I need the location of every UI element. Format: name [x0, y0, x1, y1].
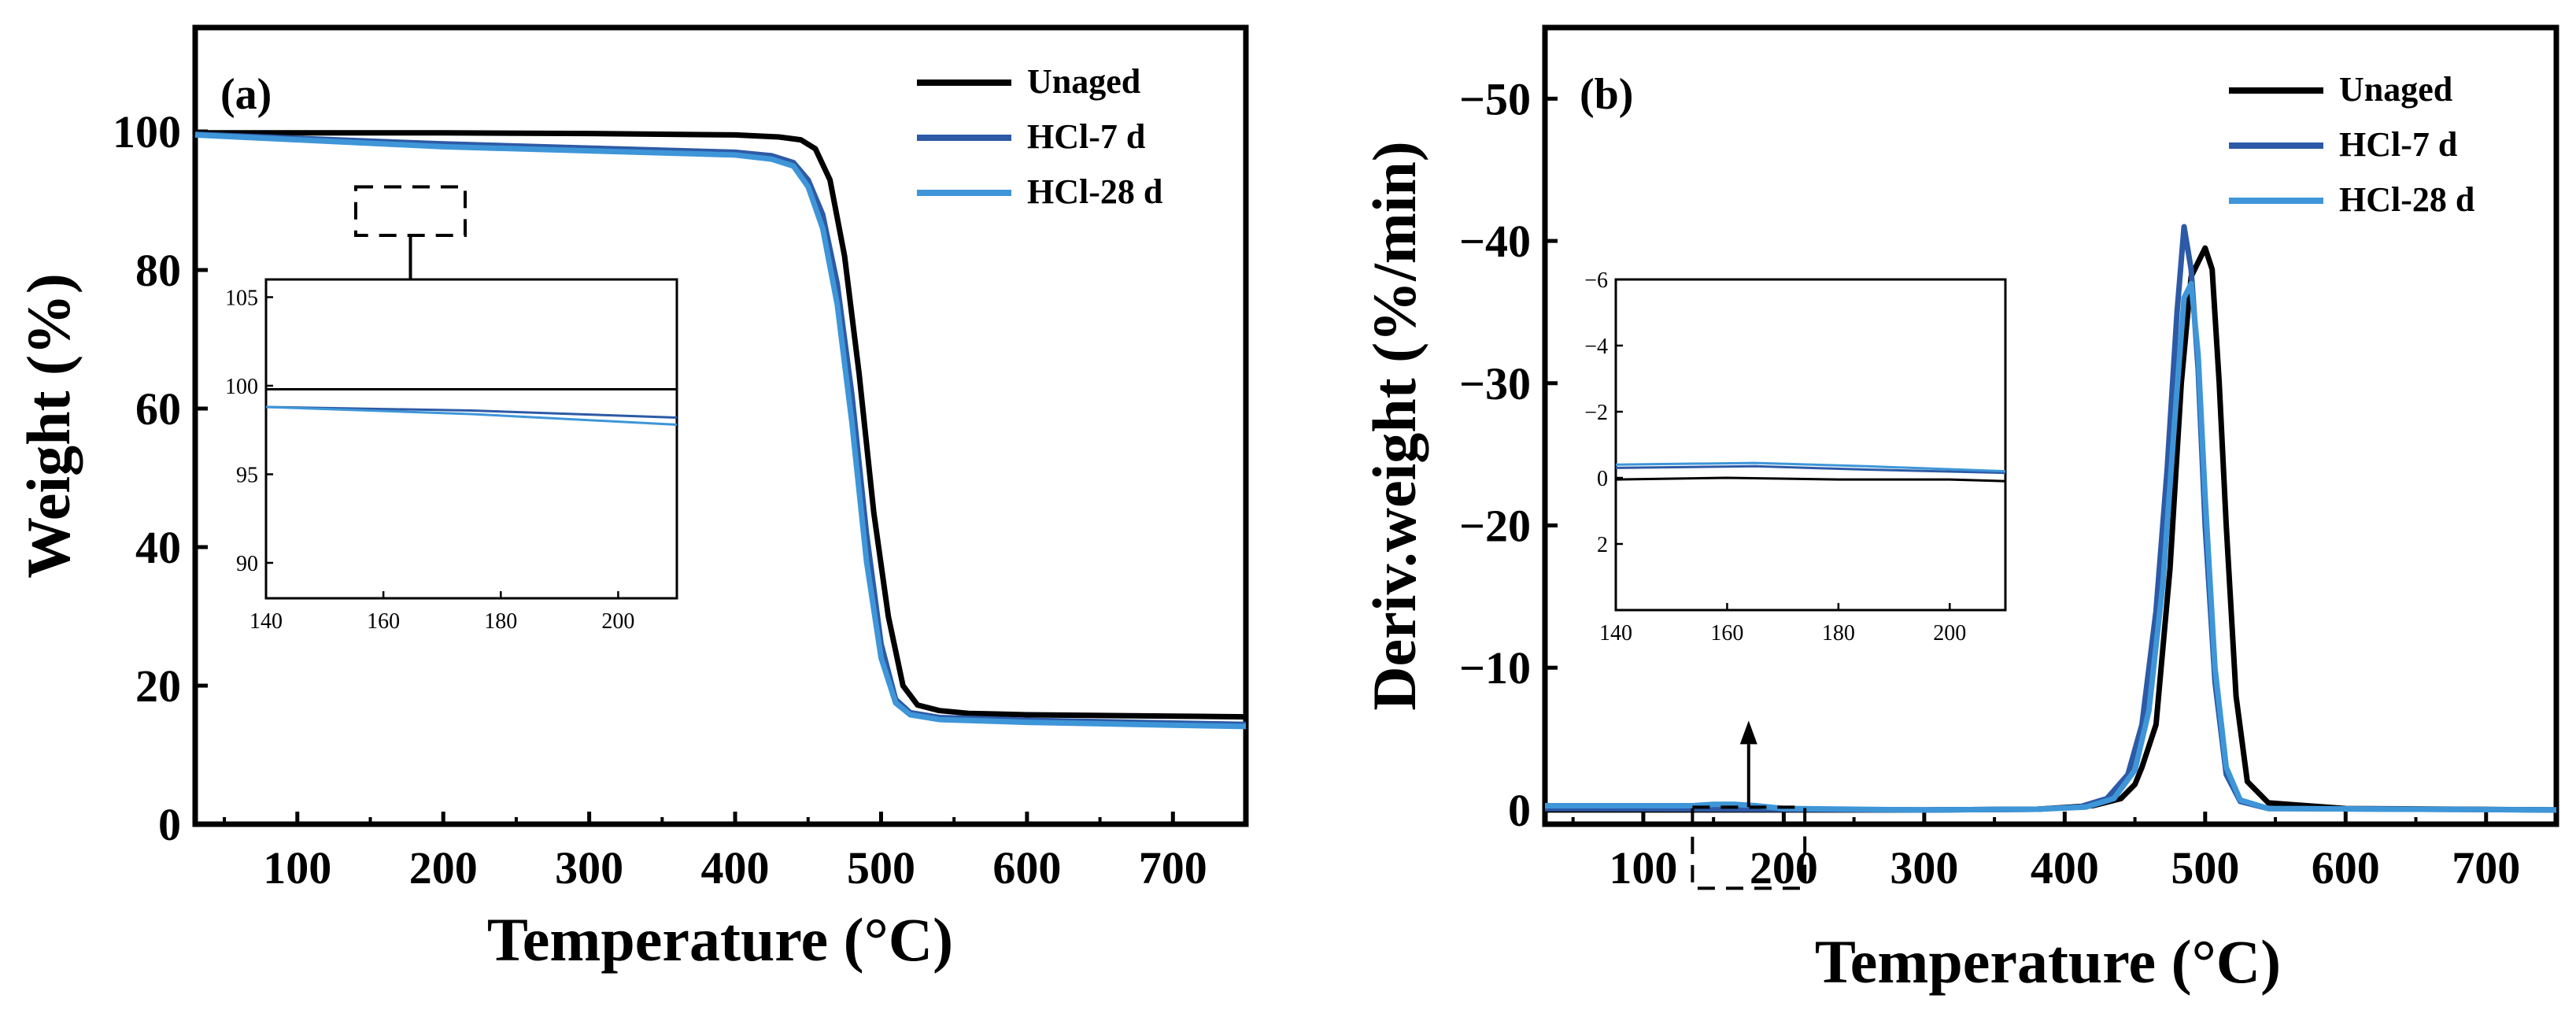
inset-x-tick-label: 140	[249, 609, 283, 634]
y-tick-label: 40	[135, 522, 181, 573]
panel-label: (b)	[1580, 70, 1633, 119]
inset-series-line-hcl-7-d	[1615, 464, 2006, 475]
y-tick-label: 60	[135, 383, 181, 435]
inset-x-tick-label: 180	[484, 609, 517, 634]
x-axis-title: Temperature (°C)	[487, 905, 953, 974]
zoom-region-box	[353, 185, 468, 237]
inset-y-tick-label: 95	[236, 464, 258, 488]
x-tick-label: 600	[992, 842, 1061, 893]
y-tick-label: −30	[1459, 358, 1531, 409]
inset-y-tick-label: 105	[225, 287, 258, 311]
inset-y-tick-label: 100	[225, 375, 258, 399]
inset-y-tick-label: 0	[1597, 467, 1608, 491]
y-tick-label: 100	[113, 106, 181, 157]
inset-x-tick-label: 200	[1933, 621, 1966, 646]
legend-label: HCl-28 d	[1027, 172, 1162, 211]
x-axis-title: Temperature (°C)	[1815, 927, 2281, 996]
x-tick-label: 200	[1750, 842, 1818, 893]
inset-frame	[1614, 278, 2007, 612]
legend-label: Unaged	[2339, 70, 2452, 109]
x-tick-label: 100	[1609, 842, 1677, 893]
x-tick-label: 300	[555, 842, 623, 893]
inset-series-line-hcl-28-d	[1615, 461, 2006, 473]
y-tick-label: 0	[1508, 785, 1531, 836]
y-axis-title: Deriv.weight (%/min)	[1360, 141, 1428, 711]
inset-x-tick-label: 160	[367, 609, 400, 634]
y-tick-label: 0	[158, 799, 181, 850]
legend-label: HCl-7 d	[1027, 117, 1145, 156]
zoom-region-box	[1691, 805, 1807, 890]
x-tick-label: 500	[847, 842, 915, 893]
x-tick-label: 400	[2031, 842, 2099, 893]
legend-label: HCl-28 d	[2339, 180, 2474, 219]
inset-y-tick-label: −6	[1584, 268, 1608, 293]
series-line-unaged	[195, 130, 1247, 720]
x-tick-label: 700	[1139, 842, 1207, 893]
x-tick-label: 500	[2171, 842, 2239, 893]
y-axis-title: Weight (%)	[14, 273, 83, 579]
series-line-hcl-28-d	[194, 131, 1247, 730]
y-tick-label: 20	[135, 660, 181, 712]
panel-a-weight-chart: 100 200 300 400 500 600 700 0 20 40 60 80 100 Tempera…	[14, 24, 1249, 974]
x-tick-label: 300	[1890, 842, 1958, 893]
legend-label: Unaged	[1027, 62, 1140, 101]
x-tick-label: 200	[409, 842, 478, 893]
inset-y-tick-label: −2	[1584, 401, 1608, 425]
y-tick-label: −40	[1459, 216, 1531, 267]
legend-label: HCl-7 d	[2339, 125, 2457, 164]
panel-label: (a)	[220, 70, 272, 119]
y-tick-label: −20	[1459, 501, 1531, 552]
plot-frame	[192, 24, 1249, 827]
inset-x-tick-label: 140	[1599, 621, 1632, 646]
x-tick-label: 400	[701, 842, 770, 893]
plot-frame	[1542, 24, 2559, 827]
y-tick-label: −10	[1459, 642, 1531, 694]
y-tick-label: −50	[1459, 73, 1531, 124]
y-tick-label: 80	[135, 245, 181, 296]
inset-y-tick-label: −4	[1584, 335, 1608, 359]
inset-series-line-hcl-28-d	[265, 405, 678, 426]
inset-y-tick-label: 90	[236, 552, 258, 576]
zoom-arrow-head	[1739, 720, 1757, 745]
x-tick-label: 700	[2452, 842, 2520, 893]
x-tick-label: 600	[2312, 842, 2380, 893]
x-tick-label: 100	[263, 842, 331, 893]
inset-x-tick-label: 160	[1710, 621, 1743, 646]
inset-frame	[264, 278, 678, 600]
inset-x-tick-label: 180	[1822, 621, 1855, 646]
inset-series-line-unaged	[1615, 476, 2006, 483]
inset-x-tick-label: 200	[601, 609, 634, 634]
inset-y-tick-label: 2	[1597, 533, 1608, 557]
panel-b-derivative-chart: 100 200 300 400 500 600 7000−10−20−30−40−50Tem…	[1360, 24, 2559, 996]
